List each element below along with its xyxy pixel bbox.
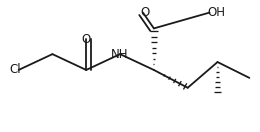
Text: O: O (82, 33, 91, 46)
Text: O: O (140, 6, 150, 19)
Text: NH: NH (111, 48, 129, 61)
Text: Cl: Cl (9, 63, 21, 76)
Text: OH: OH (207, 6, 226, 19)
